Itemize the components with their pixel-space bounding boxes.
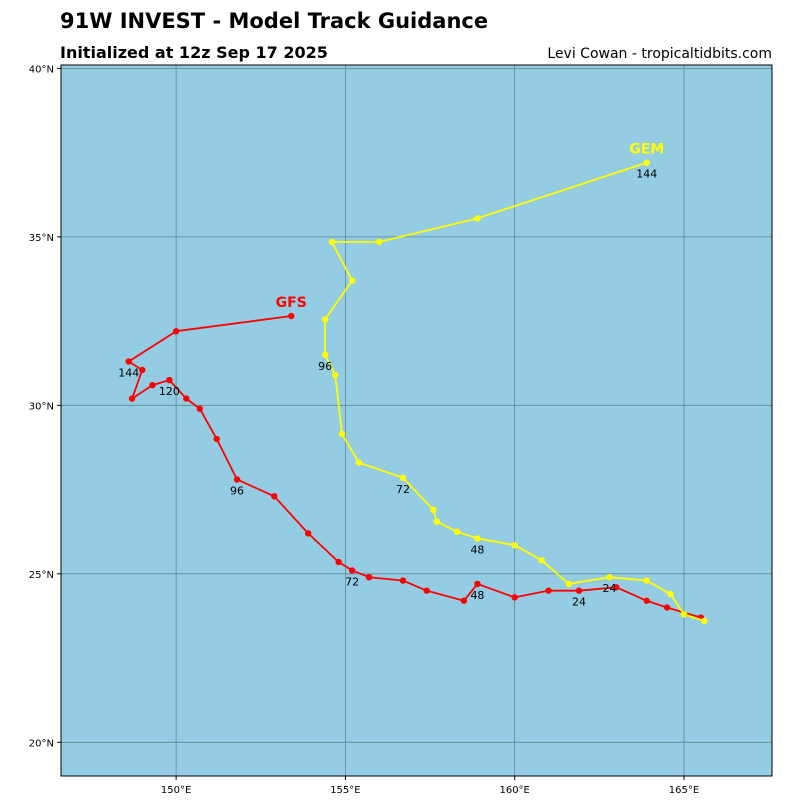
tick-label-lat: 35°N — [29, 233, 54, 244]
forecast-hour-label: 72 — [396, 483, 410, 496]
figure-credit: Levi Cowan - tropicaltidbits.com — [547, 46, 772, 62]
track-point — [288, 312, 295, 320]
track-point — [701, 617, 708, 625]
track-point — [545, 587, 552, 594]
track-point — [321, 316, 329, 323]
track-point — [183, 395, 190, 402]
track-point — [304, 530, 312, 537]
map-frame — [60, 64, 773, 777]
track-point — [663, 604, 671, 611]
model-name-label: GEM — [629, 142, 664, 158]
tick-label-lat: 40°N — [29, 64, 54, 75]
track-gfs: 24 48 72 96 120 144 GFS — [118, 295, 705, 621]
model-name-label: GFS — [276, 295, 307, 311]
track-point — [332, 371, 339, 379]
track-point — [271, 493, 278, 500]
track-point — [128, 395, 136, 402]
track-point — [376, 238, 383, 246]
track-point — [355, 459, 363, 466]
track-point — [460, 597, 468, 604]
track-point — [565, 580, 573, 588]
forecast-hour-label: 24 — [572, 596, 586, 609]
track-point — [125, 358, 132, 365]
tick-label-lon: 150°E — [161, 785, 191, 796]
track-point — [166, 376, 173, 384]
tick-label-lon: 160°E — [499, 785, 529, 796]
track-point — [196, 405, 204, 412]
track-point — [667, 590, 674, 598]
forecast-hour-label: 48 — [470, 589, 484, 602]
forecast-hour-label: 120 — [159, 385, 180, 398]
tick-label-lat: 25°N — [29, 570, 54, 581]
track-point — [680, 611, 688, 618]
track-point — [338, 430, 346, 438]
forecast-hour-label: 96 — [230, 484, 244, 497]
forecast-hour-label: 144 — [636, 168, 657, 181]
track-point — [149, 381, 156, 389]
track-point — [453, 528, 461, 535]
forecast-hour-label: 144 — [118, 367, 139, 380]
track-point — [233, 476, 241, 483]
forecast-hour-label: 72 — [345, 575, 359, 588]
track-point — [365, 573, 373, 581]
track-point — [538, 557, 545, 564]
forecast-hour-label: 24 — [602, 582, 616, 595]
tick-label-lat: 30°N — [29, 401, 54, 412]
track-gem: 24 48 72 96 144 GEM — [318, 142, 708, 625]
track-point — [399, 474, 407, 481]
track-point — [433, 518, 441, 525]
track-point — [348, 567, 356, 574]
tick-label-lon: 155°E — [330, 785, 360, 796]
figure-subtitle: Initialized at 12z Sep 17 2025 — [60, 43, 328, 62]
tick-label-lat: 20°N — [29, 738, 54, 749]
track-point — [430, 506, 437, 513]
track-point — [213, 435, 220, 443]
track-point — [348, 277, 356, 284]
track-point — [474, 535, 481, 542]
track-point — [606, 573, 613, 581]
tick-label-lon: 165°E — [669, 785, 699, 796]
track-point — [335, 558, 342, 566]
model-tracks: 24 48 72 96 120 144 GFS 24 48 72 96 144 GEM — [118, 142, 708, 625]
track-point — [328, 238, 336, 246]
track-point — [613, 584, 620, 591]
track-point — [643, 597, 650, 604]
track-point — [643, 159, 650, 166]
track-point — [511, 541, 518, 549]
track-point — [172, 328, 180, 335]
track-point — [321, 351, 329, 358]
track-point — [575, 587, 583, 594]
track-point — [474, 215, 481, 222]
track-point — [399, 577, 407, 584]
track-point — [139, 366, 146, 374]
track-point — [643, 577, 650, 584]
map-gridlines — [61, 65, 772, 776]
figure-title: 91W INVEST - Model Track Guidance — [60, 9, 488, 33]
forecast-hour-label: 96 — [318, 360, 332, 373]
track-point — [474, 580, 481, 588]
track-point — [423, 587, 430, 594]
forecast-hour-label: 48 — [470, 543, 484, 556]
map-axis-ticks: 150°E 155°E 160°E 165°E 20°N 25°N 30°N 35°N 40°N — [29, 64, 699, 796]
map-ocean — [61, 65, 772, 776]
track-point — [511, 594, 518, 601]
